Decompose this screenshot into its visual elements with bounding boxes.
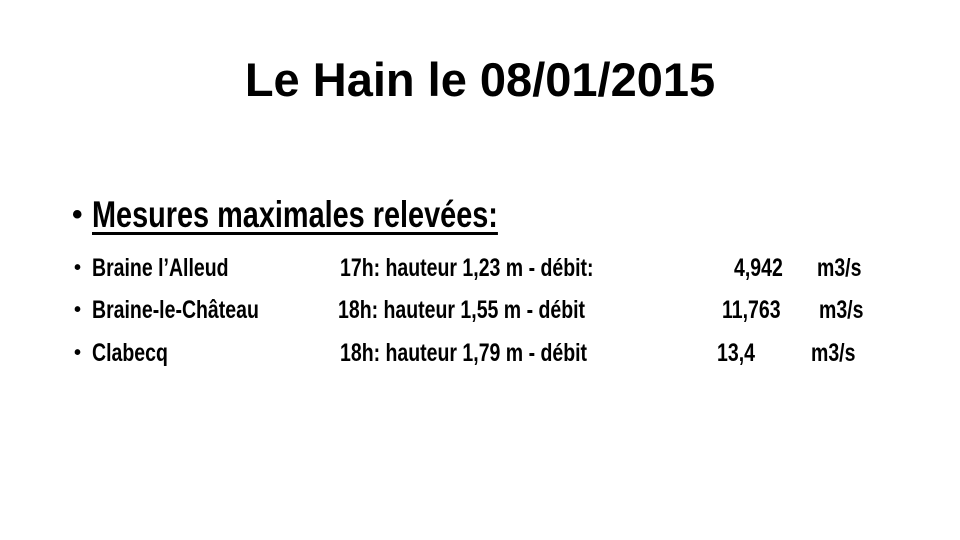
flow-value: 13,4 — [717, 339, 755, 367]
bullet: • — [74, 299, 82, 321]
station-name: Braine-le-Château — [92, 296, 259, 324]
flow-unit: m3/s — [819, 296, 864, 324]
flow-unit: m3/s — [811, 339, 856, 367]
measure-text: 17h: hauteur 1,23 m - débit: — [340, 254, 594, 282]
flow-unit: m3/s — [817, 254, 862, 282]
bullet: • — [74, 342, 82, 364]
section-heading: Mesures maximales relevées: — [92, 194, 498, 235]
bullet: • — [72, 198, 83, 231]
slide-title: Le Hain le 08/01/2015 — [244, 53, 716, 106]
bullet: • — [74, 257, 82, 279]
station-name: Braine l’Alleud — [92, 254, 229, 282]
measure-text: 18h: hauteur 1,55 m - débit — [338, 296, 586, 324]
measure-text: 18h: hauteur 1,79 m - débit — [340, 339, 588, 367]
flow-value: 4,942 — [734, 254, 783, 282]
station-name: Clabecq — [92, 339, 168, 367]
flow-value: 11,763 — [722, 296, 781, 324]
